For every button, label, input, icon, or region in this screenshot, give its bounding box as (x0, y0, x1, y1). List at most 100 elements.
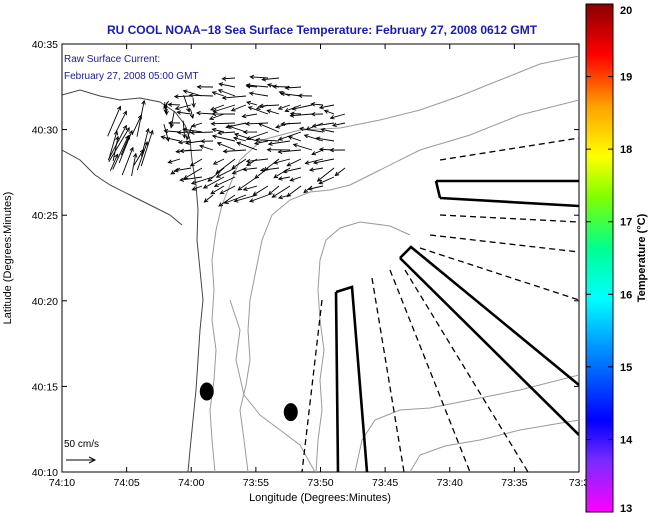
map-layer (62, 55, 579, 472)
current-vector (323, 109, 335, 115)
current-vector (304, 158, 324, 165)
x-tick-label: 74:00 (178, 477, 204, 489)
current-vector (163, 124, 170, 142)
current-vector (215, 158, 236, 174)
current-vector (266, 147, 291, 152)
current-vector (179, 176, 203, 182)
current-vector (282, 167, 302, 174)
current-vector (191, 185, 203, 191)
current-vector (248, 194, 269, 203)
current-vector (208, 113, 225, 121)
current-vector (257, 122, 280, 133)
current-vector (211, 91, 225, 97)
current-vector (267, 185, 280, 196)
current-vector (233, 194, 258, 203)
current-vector (121, 146, 134, 176)
colorbar-label: Temperature (°C) (636, 213, 648, 302)
current-vector (245, 158, 269, 164)
current-vector (318, 104, 335, 110)
scale-label: 50 cm/s (64, 439, 99, 450)
x-tick-label: 73:3 (569, 477, 590, 489)
current-vector (259, 167, 280, 173)
current-vector (188, 93, 214, 98)
current-vector (280, 121, 302, 127)
colorbar-tick-label: 15 (620, 362, 632, 374)
current-vector (299, 126, 324, 133)
current-vector (232, 136, 247, 142)
current-vector (223, 194, 247, 204)
current-vector (140, 129, 154, 167)
current-vector (237, 176, 258, 191)
current-vector (233, 132, 258, 142)
current-vector (246, 100, 258, 106)
current-vector (277, 104, 291, 110)
current-vector (212, 104, 236, 113)
current-vector (167, 102, 181, 107)
current-vector (164, 102, 169, 116)
scale-arrow (66, 456, 97, 464)
current-vector (273, 167, 291, 179)
current-vector (218, 82, 236, 88)
current-vector (222, 149, 247, 154)
current-vector (236, 141, 258, 151)
y-tick-label: 40:20 (32, 296, 58, 308)
current-vectors (107, 74, 346, 207)
current-vector (289, 176, 302, 182)
current-vector (258, 103, 280, 109)
current-vector (203, 194, 214, 203)
current-vector (331, 122, 346, 128)
current-vector (107, 124, 127, 161)
current-vector (211, 127, 225, 133)
current-vector (230, 104, 247, 112)
current-vector (303, 134, 324, 142)
polygon-east (434, 179, 579, 208)
current-vector (174, 104, 192, 111)
chart-title: RU COOL NOAA−18 Sea Surface Temperature:… (107, 23, 538, 37)
current-vector (217, 89, 236, 97)
current-vector (242, 129, 258, 135)
current-vector (217, 130, 236, 136)
current-vector (315, 136, 335, 142)
x-tick-label: 74:10 (49, 477, 75, 489)
current-vector (213, 176, 236, 187)
current-vector (245, 131, 269, 141)
y-tick-label: 40:15 (32, 381, 58, 393)
current-vector (195, 110, 214, 116)
current-vector (241, 113, 258, 119)
polygon-diagonal (399, 245, 579, 436)
x-axis: 74:10 74:05 74:00 73:55 73:50 73:45 73:40 73:35… (49, 44, 590, 489)
current-vector (131, 152, 138, 177)
current-vector (280, 91, 302, 97)
current-vector (200, 138, 214, 144)
current-vector (173, 94, 192, 99)
current-vector (316, 167, 335, 182)
buoy-marker (283, 403, 298, 422)
current-vector (266, 109, 280, 115)
current-vector (202, 176, 225, 189)
bathymetry-contour-2 (239, 99, 579, 472)
current-vector (169, 111, 175, 129)
current-annotation-line1: Raw Surface Current: (64, 54, 160, 65)
current-vector (189, 158, 203, 167)
current-vector (107, 105, 122, 137)
coastline (62, 89, 204, 472)
x-tick-label: 73:40 (437, 477, 463, 489)
current-vector (167, 158, 181, 164)
current-vector (286, 158, 302, 167)
current-vector (211, 111, 236, 117)
x-tick-label: 73:55 (243, 477, 269, 489)
current-vector (183, 94, 191, 113)
current-vector (167, 120, 181, 126)
current-vector (210, 185, 225, 195)
current-vector (320, 127, 335, 133)
y-axis-label: Latitude (Degrees:Minutes) (2, 192, 14, 325)
current-vector (286, 185, 302, 197)
x-tick-label: 74:05 (113, 477, 139, 489)
current-vector (287, 135, 302, 142)
current-vector (277, 149, 302, 154)
buoy-marker (199, 382, 214, 401)
current-vector (109, 153, 119, 172)
current-vector (312, 158, 335, 165)
y-axis: 40:35 40:30 40:25 40:20 40:15 40:10 (32, 39, 579, 479)
